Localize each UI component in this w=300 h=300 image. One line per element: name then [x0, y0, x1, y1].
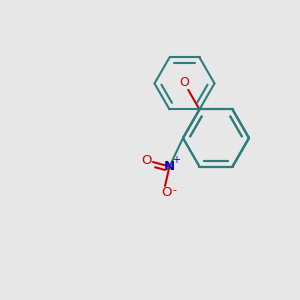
Text: +: +: [172, 155, 180, 165]
Text: -: -: [172, 184, 176, 195]
Text: N: N: [164, 160, 175, 173]
Text: O: O: [141, 154, 152, 167]
Text: O: O: [161, 186, 172, 199]
Text: O: O: [179, 76, 189, 89]
